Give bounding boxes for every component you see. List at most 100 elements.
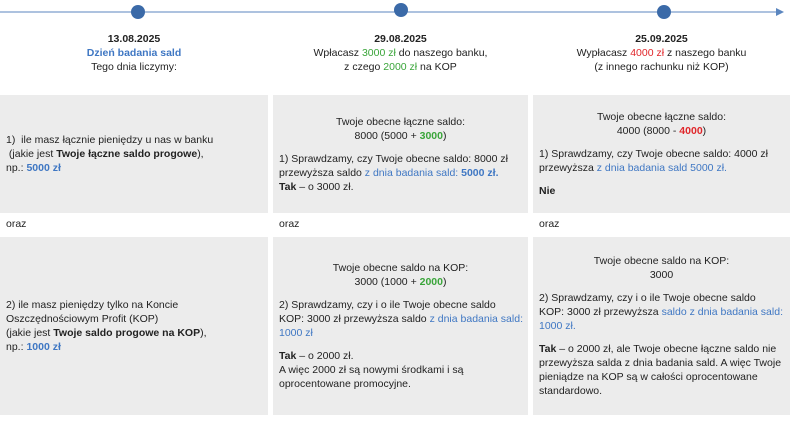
text-run: Twoje obecne saldo na KOP: xyxy=(593,255,730,267)
text-line: 2) Sprawdzamy, czy i o ile Twoje obecne … xyxy=(539,291,784,305)
text-block: Twoje obecne łączne saldo: 8000 (5000 + 3… xyxy=(279,115,522,143)
text-line: Tak – o 3000 zł. xyxy=(279,180,522,194)
text-line: 4000 (8000 - 4000) xyxy=(539,124,784,138)
text-run: ), xyxy=(200,327,207,339)
text-run: ) xyxy=(442,276,447,288)
text-run: 1) ile masz łącznie pieniędzy u nas w ba… xyxy=(6,134,214,146)
text-run: 5000 zł. xyxy=(461,166,499,179)
text-run: Twoje saldo progowe na KOP xyxy=(53,327,201,339)
text-line: przewyższa z dnia badania sald 5000 zł. xyxy=(539,161,784,175)
text-run: 2) Sprawdzamy, czy i o ile Twoje obecne … xyxy=(279,299,496,311)
text-run: – o 2000 zł, ale Twoje obecne łączne sal… xyxy=(556,343,777,355)
text-line: standardowo. xyxy=(539,384,784,398)
text-run: Tak xyxy=(279,350,297,362)
text-run: 2) Sprawdzamy, czy i o ile Twoje obecne … xyxy=(539,292,756,304)
text-line: Nie xyxy=(539,184,784,198)
text-run: na KOP xyxy=(417,61,457,73)
text-run: Dzień badania sald xyxy=(86,47,182,59)
text-block: 1) Sprawdzamy, czy Twoje obecne saldo: 8… xyxy=(279,152,522,194)
text-line: 29.08.2025 xyxy=(273,32,528,46)
text-line: (jakie jest Twoje łączne saldo progowe), xyxy=(6,147,262,161)
text-line: przewyższa saldo z dnia badania sald: 50… xyxy=(279,166,522,180)
info-box: Twoje obecne łączne saldo: 8000 (5000 + 3… xyxy=(273,95,528,213)
text-run: 1000 zł xyxy=(26,341,61,353)
text-line: 1) ile masz łącznie pieniędzy u nas w ba… xyxy=(6,133,262,147)
text-run: 4000 xyxy=(679,125,703,137)
text-line: 3000 (1000 + 2000) xyxy=(279,275,522,289)
text-line: (jakie jest Twoje saldo progowe na KOP), xyxy=(6,326,262,340)
text-run: KOP: 3000 zł przewyższa xyxy=(539,306,662,318)
text-block: 1) ile masz łącznie pieniędzy u nas w ba… xyxy=(6,133,262,175)
text-run: (jakie jest xyxy=(6,327,54,339)
separator-label: oraz xyxy=(6,218,27,230)
text-block: Twoje obecne łączne saldo: 4000 (8000 - 4… xyxy=(539,110,784,138)
text-run: KOP: 3000 zł przewyższa saldo xyxy=(279,313,430,325)
text-run: 4000 zł xyxy=(630,47,665,59)
text-block: Tak – o 2000 zł, ale Twoje obecne łączne… xyxy=(539,342,784,398)
text-line: KOP: 3000 zł przewyższa saldo z dnia bad… xyxy=(539,305,784,319)
text-run: 3000 xyxy=(649,269,674,281)
text-run: przewyższa xyxy=(539,162,597,174)
text-line: Twoje obecne saldo na KOP: xyxy=(279,261,522,275)
text-block: Twoje obecne saldo na KOP: 3000 (1000 + 2… xyxy=(279,261,522,289)
text-run: 2000 zł xyxy=(383,61,418,73)
text-run: 25.09.2025 xyxy=(635,33,688,45)
text-line: 1000 zł xyxy=(279,326,522,340)
column-header: 29.08.2025 Wpłacasz 3000 zł do naszego ba… xyxy=(273,32,528,74)
text-run: 13.08.2025 xyxy=(107,33,161,45)
text-line: 25.09.2025 xyxy=(533,32,790,46)
text-line: pieniądze na KOP są w całości oprocentow… xyxy=(539,370,784,384)
text-run: 1) Sprawdzamy, czy Twoje obecne saldo: 4… xyxy=(539,148,768,160)
text-line: Dzień badania sald xyxy=(0,46,268,60)
text-run: (z innego rachunku niż KOP) xyxy=(594,61,729,73)
text-line: Twoje obecne łączne saldo: xyxy=(279,115,522,129)
timeline xyxy=(0,3,784,19)
text-run: Nie xyxy=(539,185,556,197)
text-line: 2) ile masz pieniędzy tylko na Koncie xyxy=(6,298,262,312)
info-box: Twoje obecne saldo na KOP: 3000 (1000 + 2… xyxy=(273,237,528,415)
separator-label: oraz xyxy=(539,218,560,230)
text-line: 13.08.2025 xyxy=(0,32,268,46)
text-line: Twoje obecne saldo na KOP: xyxy=(539,254,784,268)
timeline-dot xyxy=(657,5,671,19)
info-box: Twoje obecne łączne saldo: 4000 (8000 - 4… xyxy=(533,95,790,213)
text-run: 4000 (8000 - xyxy=(616,125,680,137)
text-run: 8000 (5000 + xyxy=(354,129,420,142)
text-run: Twoje obecne saldo na KOP: xyxy=(332,262,469,274)
text-line: 1000 zł. xyxy=(539,319,784,333)
text-run: z dnia badania sald 5000 zł. xyxy=(596,162,727,174)
text-run: Twoje łączne saldo progowe xyxy=(56,148,198,160)
text-run: ) xyxy=(442,129,447,142)
text-line: oprocentowane promocyjne. xyxy=(279,377,522,391)
text-run: np.: xyxy=(6,341,27,353)
text-line: 1) Sprawdzamy, czy Twoje obecne saldo: 8… xyxy=(279,152,522,166)
text-run: standardowo. xyxy=(539,385,603,397)
text-run: – o 3000 zł. xyxy=(296,180,354,193)
info-box: Twoje obecne saldo na KOP: 3000 2) Sprawdz… xyxy=(533,237,790,415)
text-block: Tak – o 2000 zł. A więc 2000 zł są nowymi… xyxy=(279,349,522,391)
text-block: 2) ile masz pieniędzy tylko na Koncie Osz… xyxy=(6,298,262,354)
text-run: Wypłacasz xyxy=(576,47,631,59)
text-run: z dnia badania sald: xyxy=(429,313,523,325)
text-run: z czego xyxy=(344,61,384,73)
text-line: 1) Sprawdzamy, czy Twoje obecne saldo: 4… xyxy=(539,147,784,161)
text-run: Wpłacasz xyxy=(313,47,362,59)
text-run: oprocentowane promocyjne. xyxy=(279,378,411,390)
timeline-dot xyxy=(131,5,145,19)
text-run: Tak xyxy=(279,180,297,193)
text-run: 1) Sprawdzamy, czy Twoje obecne saldo: 8… xyxy=(279,152,508,165)
text-run: pieniądze na KOP są w całości oprocentow… xyxy=(539,371,758,383)
text-line: KOP: 3000 zł przewyższa saldo z dnia bad… xyxy=(279,312,523,326)
text-run: 3000 zł xyxy=(361,47,396,59)
text-run: Twoje obecne łączne saldo: xyxy=(336,115,465,128)
column-header: 25.09.2025 Wypłacasz 4000 zł z naszego ba… xyxy=(533,32,790,74)
text-line: przewyższa salda z dnia badania sald. A … xyxy=(539,356,784,370)
text-line: np.: 5000 zł xyxy=(6,161,262,175)
info-box: 2) ile masz pieniędzy tylko na Koncie Osz… xyxy=(0,237,268,415)
text-line: Tak – o 2000 zł, ale Twoje obecne łączne… xyxy=(539,342,784,356)
text-line: 2) Sprawdzamy, czy i o ile Twoje obecne … xyxy=(279,298,522,312)
text-run: 1000 zł. xyxy=(539,320,576,332)
text-run: z dnia badania sald: xyxy=(364,166,462,179)
text-block: 2) Sprawdzamy, czy i o ile Twoje obecne … xyxy=(539,291,784,333)
